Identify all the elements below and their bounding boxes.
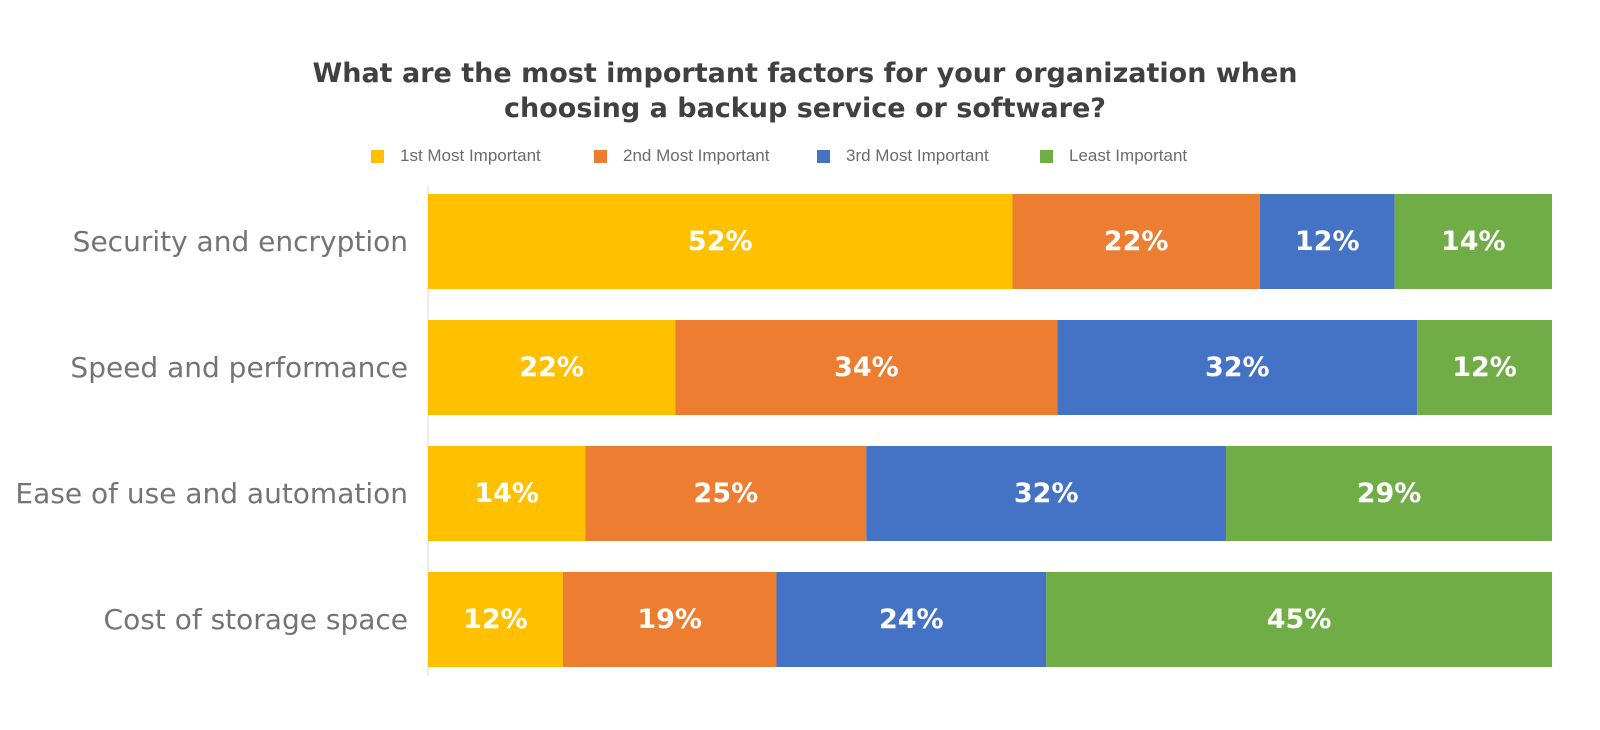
category-label-cost-of-storage-space: Cost of storage space	[104, 603, 408, 636]
category-label-speed-and-performance: Speed and performance	[70, 351, 408, 384]
data-label-speed-and-performance-1st-most-important: 22%	[519, 352, 584, 383]
bar-cost-of-storage-space-2nd-most-important	[562, 572, 777, 667]
bar-security-and-encryption-least-important	[1394, 194, 1552, 289]
data-label-cost-of-storage-space-1st-most-important: 12%	[463, 604, 528, 635]
data-label-cost-of-storage-space-least-important: 45%	[1267, 604, 1332, 635]
legend-swatch-least-important	[1040, 149, 1053, 163]
legend-item-least-important: Least Important	[1040, 144, 1187, 168]
legend-label-least-important: Least Important	[1069, 146, 1188, 165]
data-label-ease-of-use-and-automation-3rd-most-important: 32%	[1014, 478, 1079, 509]
bar-speed-and-performance-1st-most-important	[428, 320, 676, 415]
bar-ease-of-use-and-automation-least-important	[1226, 446, 1552, 541]
bar-cost-of-storage-space-1st-most-important	[428, 572, 563, 667]
bar-ease-of-use-and-automation-2nd-most-important	[585, 446, 867, 541]
data-label-speed-and-performance-3rd-most-important: 32%	[1205, 352, 1270, 383]
chart-title-line-2: choosing a backup service or software?	[504, 93, 1106, 124]
data-label-security-and-encryption-3rd-most-important: 12%	[1295, 226, 1360, 257]
legend-item-3rd-most-important: 3rd Most Important	[817, 144, 989, 168]
legend-swatch-2nd-most-important	[594, 149, 607, 163]
bar-security-and-encryption-1st-most-important	[428, 194, 1013, 289]
bar-ease-of-use-and-automation-1st-most-important	[428, 446, 586, 541]
legend-swatch-1st-most-important	[371, 149, 384, 163]
bar-ease-of-use-and-automation-3rd-most-important	[866, 446, 1227, 541]
bar-speed-and-performance-3rd-most-important	[1057, 320, 1418, 415]
chart-title: What are the most important factors for …	[0, 56, 1600, 126]
data-label-cost-of-storage-space-3rd-most-important: 24%	[879, 604, 944, 635]
data-label-ease-of-use-and-automation-1st-most-important: 14%	[474, 478, 539, 509]
data-label-ease-of-use-and-automation-least-important: 29%	[1357, 478, 1422, 509]
chart-legend: 1st Most Important 2nd Most Important 3r…	[0, 144, 1600, 168]
legend-item-2nd-most-important: 2nd Most Important	[594, 144, 769, 168]
data-label-speed-and-performance-2nd-most-important: 34%	[834, 352, 899, 383]
chart-title-line-1: What are the most important factors for …	[312, 58, 1298, 89]
legend-label-1st-most-important: 1st Most Important	[400, 146, 541, 165]
legend-label-3rd-most-important: 3rd Most Important	[846, 146, 989, 165]
bar-speed-and-performance-2nd-most-important	[675, 320, 1058, 415]
bar-cost-of-storage-space-least-important	[1046, 572, 1552, 667]
data-label-security-and-encryption-least-important: 14%	[1441, 226, 1506, 257]
data-label-ease-of-use-and-automation-2nd-most-important: 25%	[694, 478, 759, 509]
data-label-speed-and-performance-least-important: 12%	[1452, 352, 1517, 383]
legend-swatch-3rd-most-important	[817, 149, 830, 163]
bar-security-and-encryption-2nd-most-important	[1012, 194, 1260, 289]
category-label-security-and-encryption: Security and encryption	[73, 225, 408, 258]
data-label-security-and-encryption-2nd-most-important: 22%	[1104, 226, 1169, 257]
bar-speed-and-performance-least-important	[1417, 320, 1552, 415]
legend-label-2nd-most-important: 2nd Most Important	[623, 146, 770, 165]
bar-security-and-encryption-3rd-most-important	[1259, 194, 1395, 289]
bar-cost-of-storage-space-3rd-most-important	[776, 572, 1047, 667]
category-label-ease-of-use-and-automation: Ease of use and automation	[15, 477, 408, 510]
legend-item-1st-most-important: 1st Most Important	[371, 144, 541, 168]
data-label-cost-of-storage-space-2nd-most-important: 19%	[637, 604, 702, 635]
data-label-security-and-encryption-1st-most-important: 52%	[688, 226, 753, 257]
